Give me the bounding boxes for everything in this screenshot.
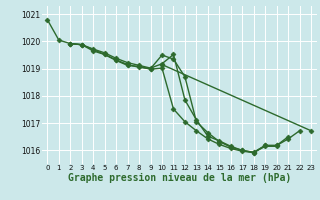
- X-axis label: Graphe pression niveau de la mer (hPa): Graphe pression niveau de la mer (hPa): [68, 173, 291, 183]
